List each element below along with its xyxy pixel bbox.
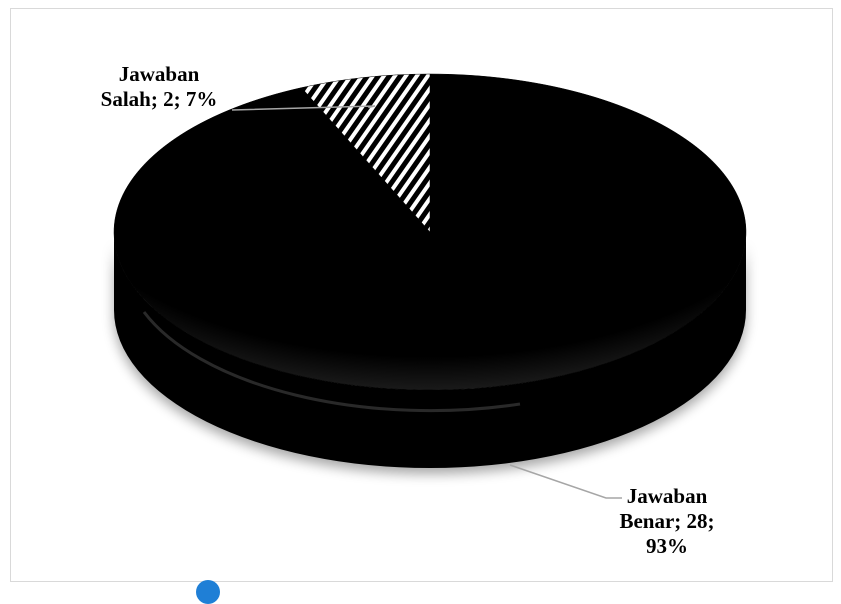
label-benar-line2: Benar; 28; xyxy=(592,509,742,534)
corner-badge-icon xyxy=(196,580,220,604)
data-label-jawaban-benar: Jawaban Benar; 28; 93% xyxy=(592,484,742,559)
label-benar-line3: 93% xyxy=(592,534,742,559)
label-benar-line1: Jawaban xyxy=(592,484,742,509)
data-label-jawaban-salah: Jawaban Salah; 2; 7% xyxy=(84,62,234,112)
label-salah-line1: Jawaban xyxy=(84,62,234,87)
label-salah-line2: Salah; 2; 7% xyxy=(84,87,234,112)
